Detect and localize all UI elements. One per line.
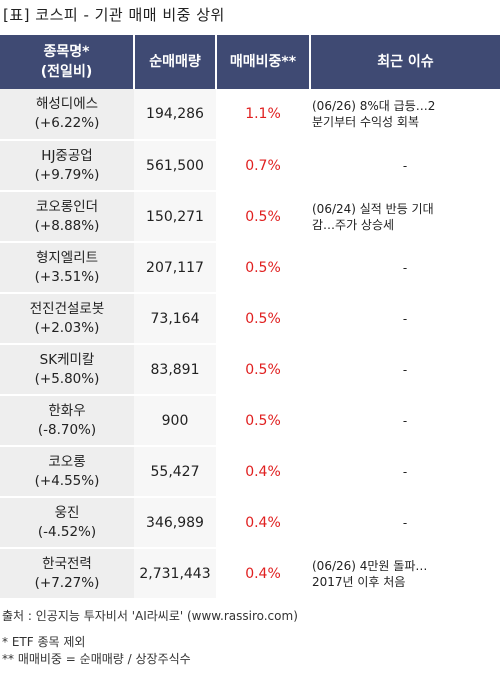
issue-line1: - bbox=[402, 464, 408, 479]
issue-line1: - bbox=[402, 260, 408, 275]
stock-change: (+7.27%) bbox=[34, 574, 100, 591]
header-ratio: 매매비중** bbox=[216, 35, 311, 89]
ratio-formula-note: ** 매매비중 = 순매매량 / 상장주식수 bbox=[2, 652, 191, 666]
issue-line1: (06/24) 실적 반등 기대 bbox=[312, 201, 434, 216]
net-qty-cell: 194,286 bbox=[134, 89, 216, 141]
trade-ratio-cell: 0.4% bbox=[216, 497, 310, 549]
issue-line2: 감…주가 상승세 bbox=[312, 217, 395, 232]
stock-name: 한화우 bbox=[48, 402, 86, 419]
header-name-line2: (전일비) bbox=[40, 64, 93, 80]
table-row: 한국전력 (+7.27%) 2,731,443 0.4% (06/26) 4만원 돌파…… bbox=[0, 548, 500, 600]
net-qty-cell: 900 bbox=[134, 395, 216, 447]
net-qty-cell: 55,427 bbox=[134, 446, 216, 498]
footer: 출처 : 인공지능 투자비서 'AI라씨로' (www.rassiro.com)… bbox=[2, 608, 298, 668]
recent-issue-cell: - bbox=[310, 446, 500, 498]
stock-name-cell: 한화우 (-8.70%) bbox=[0, 395, 134, 447]
stock-name-cell: 해성디에스 (+6.22%) bbox=[0, 89, 134, 141]
stock-name-cell: 전진건설로봇 (+2.03%) bbox=[0, 293, 134, 345]
header-name: 종목명* (전일비) bbox=[0, 35, 135, 89]
stock-change: (+3.51%) bbox=[34, 268, 100, 285]
trade-ratio-cell: 1.1% bbox=[216, 89, 310, 141]
stock-name: 한국전력 bbox=[42, 555, 92, 572]
recent-issue-cell: (06/26) 8%대 급등…2 분기부터 수익성 회복 bbox=[310, 89, 500, 141]
stock-change: (+8.88%) bbox=[34, 217, 100, 234]
table-row: 코오롱 (+4.55%) 55,427 0.4% - bbox=[0, 446, 500, 498]
stock-change: (+9.79%) bbox=[34, 166, 100, 183]
net-qty-cell: 83,891 bbox=[134, 344, 216, 396]
table-title: [표] 코스피 - 기관 매매 비중 상위 bbox=[3, 6, 225, 24]
stock-name-cell: 코오롱인더 (+8.88%) bbox=[0, 191, 134, 243]
stock-change: (-4.52%) bbox=[37, 523, 97, 540]
net-qty-cell: 207,117 bbox=[134, 242, 216, 294]
issue-line2: 분기부터 수익성 회복 bbox=[312, 115, 419, 129]
stock-change: (+5.80%) bbox=[34, 370, 100, 387]
stock-change: (+6.22%) bbox=[34, 115, 100, 131]
recent-issue-cell: - bbox=[310, 140, 500, 192]
trade-ratio-cell: 0.7% bbox=[216, 140, 310, 192]
issue-line1: - bbox=[402, 158, 408, 173]
recent-issue-cell: - bbox=[310, 344, 500, 396]
issue-line1: (06/26) 8%대 급등…2 bbox=[312, 99, 436, 113]
issue-line1: - bbox=[402, 362, 408, 377]
net-qty-cell: 150,271 bbox=[134, 191, 216, 243]
stock-name: 해성디에스 bbox=[35, 96, 99, 112]
source-note: 출처 : 인공지능 투자비서 'AI라씨로' (www.rassiro.com) bbox=[2, 609, 298, 623]
issue-line2: 2017년 이후 처음 bbox=[312, 574, 406, 589]
stock-change: (+4.55%) bbox=[34, 472, 100, 489]
net-qty-cell: 346,989 bbox=[134, 497, 216, 549]
trade-ratio-cell: 0.5% bbox=[216, 242, 310, 294]
table-row: 해성디에스 (+6.22%) 194,286 1.1% (06/26) 8%대 급등…2… bbox=[0, 89, 500, 141]
stock-name: SK케미칼 bbox=[39, 351, 95, 368]
header-qty: 순매매량 bbox=[134, 35, 217, 89]
stock-name-cell: SK케미칼 (+5.80%) bbox=[0, 344, 134, 396]
net-qty-cell: 73,164 bbox=[134, 293, 216, 345]
trade-ratio-cell: 0.5% bbox=[216, 293, 310, 345]
issue-line1: - bbox=[402, 515, 408, 530]
stock-name: 코오롱 bbox=[48, 453, 86, 470]
header-row: 종목명* (전일비) 순매매량 매매비중** 최근 이슈 bbox=[0, 35, 500, 89]
trade-ratio-cell: 0.4% bbox=[216, 548, 310, 600]
table-row: SK케미칼 (+5.80%) 83,891 0.5% - bbox=[0, 344, 500, 396]
recent-issue-cell: - bbox=[310, 293, 500, 345]
stock-name: 코오롱인더 bbox=[35, 198, 99, 215]
trade-ratio-cell: 0.5% bbox=[216, 191, 310, 243]
stock-name-cell: 웅진 (-4.52%) bbox=[0, 497, 134, 549]
issue-line1: - bbox=[402, 413, 408, 428]
header-issue: 최근 이슈 bbox=[310, 35, 500, 89]
issue-line1: - bbox=[402, 311, 408, 326]
table-row: HJ중공업 (+9.79%) 561,500 0.7% - bbox=[0, 140, 500, 192]
table-row: 전진건설로봇 (+2.03%) 73,164 0.5% - bbox=[0, 293, 500, 345]
trading-ratio-table: 종목명* (전일비) 순매매량 매매비중** 최근 이슈 해성디에스 (+6.22… bbox=[0, 35, 500, 600]
net-qty-cell: 561,500 bbox=[134, 140, 216, 192]
stock-name-cell: HJ중공업 (+9.79%) bbox=[0, 140, 134, 192]
issue-line1: (06/26) 4만원 돌파… bbox=[312, 558, 428, 573]
stock-name: 형지엘리트 bbox=[35, 249, 99, 266]
header-name-line1: 종목명* bbox=[43, 44, 90, 60]
trade-ratio-cell: 0.5% bbox=[216, 395, 310, 447]
stock-name: HJ중공업 bbox=[41, 147, 93, 164]
stock-name: 웅진 bbox=[54, 504, 80, 521]
table-row: 코오롱인더 (+8.88%) 150,271 0.5% (06/24) 실적 반등 기대… bbox=[0, 191, 500, 243]
recent-issue-cell: (06/26) 4만원 돌파… 2017년 이후 처음 bbox=[310, 548, 500, 600]
recent-issue-cell: (06/24) 실적 반등 기대 감…주가 상승세 bbox=[310, 191, 500, 243]
etf-note: * ETF 종목 제외 bbox=[2, 635, 86, 649]
recent-issue-cell: - bbox=[310, 497, 500, 549]
stock-name-cell: 코오롱 (+4.55%) bbox=[0, 446, 134, 498]
table-row: 한화우 (-8.70%) 900 0.5% - bbox=[0, 395, 500, 447]
stock-name: 전진건설로봇 bbox=[29, 300, 105, 317]
table-row: 형지엘리트 (+3.51%) 207,117 0.5% - bbox=[0, 242, 500, 294]
stock-change: (-8.70%) bbox=[37, 421, 97, 438]
recent-issue-cell: - bbox=[310, 395, 500, 447]
stock-name-cell: 형지엘리트 (+3.51%) bbox=[0, 242, 134, 294]
trade-ratio-cell: 0.4% bbox=[216, 446, 310, 498]
trade-ratio-cell: 0.5% bbox=[216, 344, 310, 396]
net-qty-cell: 2,731,443 bbox=[134, 548, 216, 600]
table-row: 웅진 (-4.52%) 346,989 0.4% - bbox=[0, 497, 500, 549]
recent-issue-cell: - bbox=[310, 242, 500, 294]
stock-name-cell: 한국전력 (+7.27%) bbox=[0, 548, 134, 600]
stock-change: (+2.03%) bbox=[34, 319, 100, 336]
